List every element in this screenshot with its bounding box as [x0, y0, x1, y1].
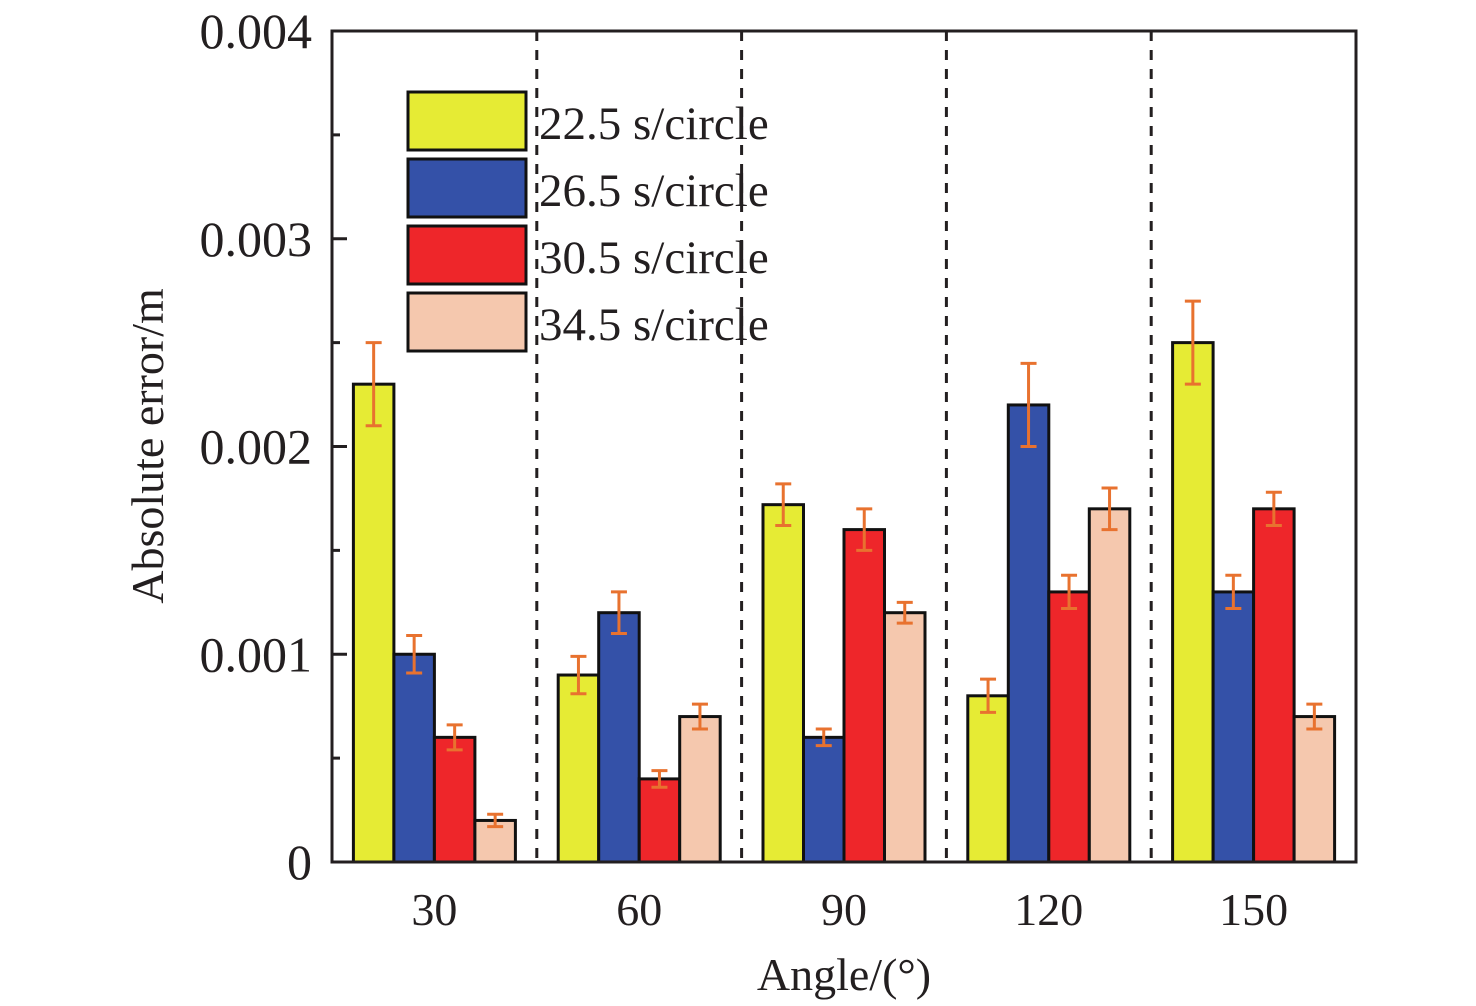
error-bar-120-series-1 — [980, 677, 997, 714]
legend: 22.5 s/circle 26.5 s/circle 30.5 s/circle 3… — [406, 90, 769, 353]
bar-30-series-2 — [392, 652, 436, 864]
error-bar-150-series-3 — [1265, 490, 1282, 527]
bar-120-series-3 — [1047, 590, 1091, 864]
y-axis: 0 0.001 0.002 0.003 0.004 — [200, 3, 347, 890]
bar-90-series-4 — [883, 611, 927, 864]
x-tick-label-150: 150 — [1219, 884, 1288, 935]
y-tick-label-0.001: 0.001 — [200, 626, 313, 682]
error-bar-30-series-3 — [446, 723, 463, 752]
bar-30-series-1 — [351, 382, 396, 864]
legend-label-3: 30.5 s/circle — [539, 232, 769, 284]
bar-60-series-1 — [556, 673, 601, 864]
x-tick-label-30: 30 — [411, 884, 457, 935]
legend-label-1: 22.5 s/circle — [539, 98, 769, 150]
y-tick-label-0: 0 — [287, 834, 312, 890]
bars-layer — [351, 299, 1337, 864]
y-tick-label-0.004: 0.004 — [200, 3, 313, 59]
bar-90-series-2 — [802, 735, 846, 864]
group-separators — [535, 31, 1153, 862]
bar-150-series-4 — [1292, 715, 1337, 864]
bar-150-series-3 — [1252, 507, 1296, 864]
error-bar-150-series-4 — [1306, 702, 1323, 731]
x-axis-label: Angle/(°) — [757, 949, 931, 1000]
error-bar-120-series-2 — [1020, 361, 1037, 448]
x-tick-label-90: 90 — [821, 884, 867, 935]
bar-60-series-2 — [597, 611, 641, 864]
error-bar-30-series-4 — [487, 812, 504, 829]
error-bar-60-series-3 — [651, 769, 668, 789]
error-bar-120-series-4 — [1101, 486, 1118, 532]
error-bar-90-series-2 — [815, 727, 832, 748]
legend-swatch-1 — [406, 90, 528, 152]
bar-150-series-2 — [1211, 590, 1256, 864]
y-axis-label: Absolute error/m — [122, 288, 173, 604]
legend-swatch-3 — [406, 224, 528, 286]
x-tick-label-60: 60 — [616, 884, 662, 935]
y-tick-label-0.002: 0.002 — [200, 419, 313, 475]
error-bar-90-series-4 — [896, 600, 913, 625]
error-bar-60-series-1 — [570, 654, 587, 696]
x-tick-label-120: 120 — [1014, 884, 1083, 935]
bar-120-series-4 — [1087, 507, 1132, 864]
error-bar-60-series-2 — [610, 590, 627, 635]
error-bar-60-series-4 — [691, 702, 708, 731]
bar-90-series-1 — [761, 503, 805, 864]
bar-90-series-3 — [842, 528, 886, 864]
error-bar-150-series-2 — [1225, 573, 1242, 611]
bar-30-series-3 — [432, 735, 477, 864]
error-bar-30-series-1 — [365, 341, 382, 428]
legend-swatch-2 — [406, 157, 528, 219]
bar-60-series-4 — [678, 715, 722, 864]
y-tick-label-0.003: 0.003 — [200, 211, 313, 267]
x-axis: 30 60 90 120 150 — [411, 884, 1288, 935]
error-bar-90-series-1 — [775, 482, 792, 527]
legend-label-4: 34.5 s/circle — [539, 299, 769, 351]
legend-label-2: 26.5 s/circle — [539, 165, 769, 217]
bar-120-series-1 — [966, 694, 1010, 864]
legend-swatch-4 — [406, 291, 528, 353]
error-bar-120-series-3 — [1061, 573, 1078, 611]
bar-150-series-1 — [1171, 341, 1215, 864]
error-bar-150-series-1 — [1184, 299, 1201, 386]
error-bar-30-series-2 — [406, 634, 423, 675]
error-bar-90-series-3 — [856, 507, 873, 552]
bar-60-series-3 — [637, 777, 682, 864]
bar-120-series-2 — [1006, 403, 1051, 864]
